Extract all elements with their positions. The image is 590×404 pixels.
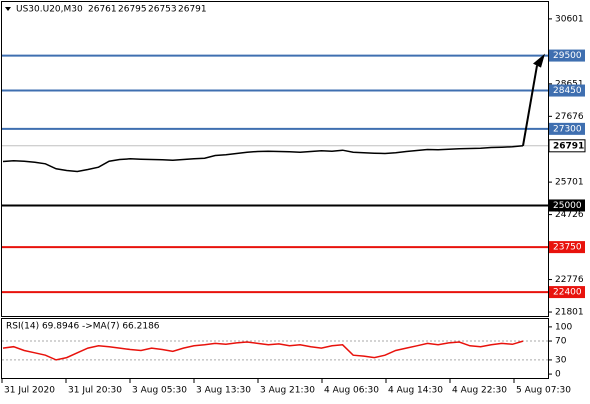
level-label-box xyxy=(549,84,585,97)
y-tick-label: 21801 xyxy=(555,308,584,318)
y-tick-label: 27676 xyxy=(555,112,584,122)
level-label-box xyxy=(549,286,585,299)
current-price-box xyxy=(548,139,586,153)
ohlc-value: 26791 xyxy=(178,5,207,15)
level-label: 27300 xyxy=(553,124,582,134)
x-tick-label: 3 Aug 13:30 xyxy=(196,386,251,396)
x-tick-label: 4 Aug 14:30 xyxy=(388,386,443,396)
x-tick-label: 31 Jul 20:30 xyxy=(68,386,122,396)
price-line xyxy=(2,145,524,173)
ohlc-value: 26753 xyxy=(148,5,177,15)
rsi-label: RSI(14) 69.8946 xyxy=(6,322,79,332)
y-tick-label: 25701 xyxy=(555,178,584,188)
rsi-tick-label: 100 xyxy=(555,322,572,332)
y-tick-label: 22776 xyxy=(555,275,584,285)
level-label: 28450 xyxy=(553,86,582,96)
level-label: 22400 xyxy=(553,288,582,298)
x-tick-label: 4 Aug 06:30 xyxy=(324,386,379,396)
current-price-label: 26791 xyxy=(553,141,584,151)
target-arrow xyxy=(522,65,538,146)
level-label: 23750 xyxy=(553,243,582,253)
level-label-box xyxy=(549,122,585,135)
rsi-frame xyxy=(1,318,549,379)
menu-icon[interactable] xyxy=(5,7,11,11)
symbol: US30.U20,M30 xyxy=(16,5,83,15)
main-frame xyxy=(1,1,549,317)
ohlc-value: 26761 xyxy=(88,5,117,15)
x-tick-label: 4 Aug 22:30 xyxy=(452,386,507,396)
level-label-box xyxy=(549,199,585,212)
rsi-tick-label: 70 xyxy=(555,337,567,347)
rsi-line xyxy=(2,340,524,361)
y-tick-label: 24726 xyxy=(555,210,584,220)
ohlc-value: 26795 xyxy=(118,5,147,15)
y-tick-label: 28651 xyxy=(555,79,584,89)
level-label-box xyxy=(549,241,585,254)
rsi-tick-label: 0 xyxy=(555,370,561,380)
x-tick-label: 3 Aug 05:30 xyxy=(132,386,187,396)
x-tick-label: 5 Aug 07:30 xyxy=(516,386,571,396)
x-tick-label: 3 Aug 21:30 xyxy=(260,386,315,396)
level-label: 25000 xyxy=(553,201,582,211)
rsi-tick-label: 30 xyxy=(555,355,567,365)
level-label: 29500 xyxy=(553,51,582,61)
rsi-ma-label: ->MA(7) 66.2186 xyxy=(82,322,160,332)
level-label-box xyxy=(549,49,585,62)
y-tick-label: 30601 xyxy=(555,14,584,24)
x-tick-label: 31 Jul 2020 xyxy=(4,386,55,396)
arrow-head xyxy=(533,53,545,68)
